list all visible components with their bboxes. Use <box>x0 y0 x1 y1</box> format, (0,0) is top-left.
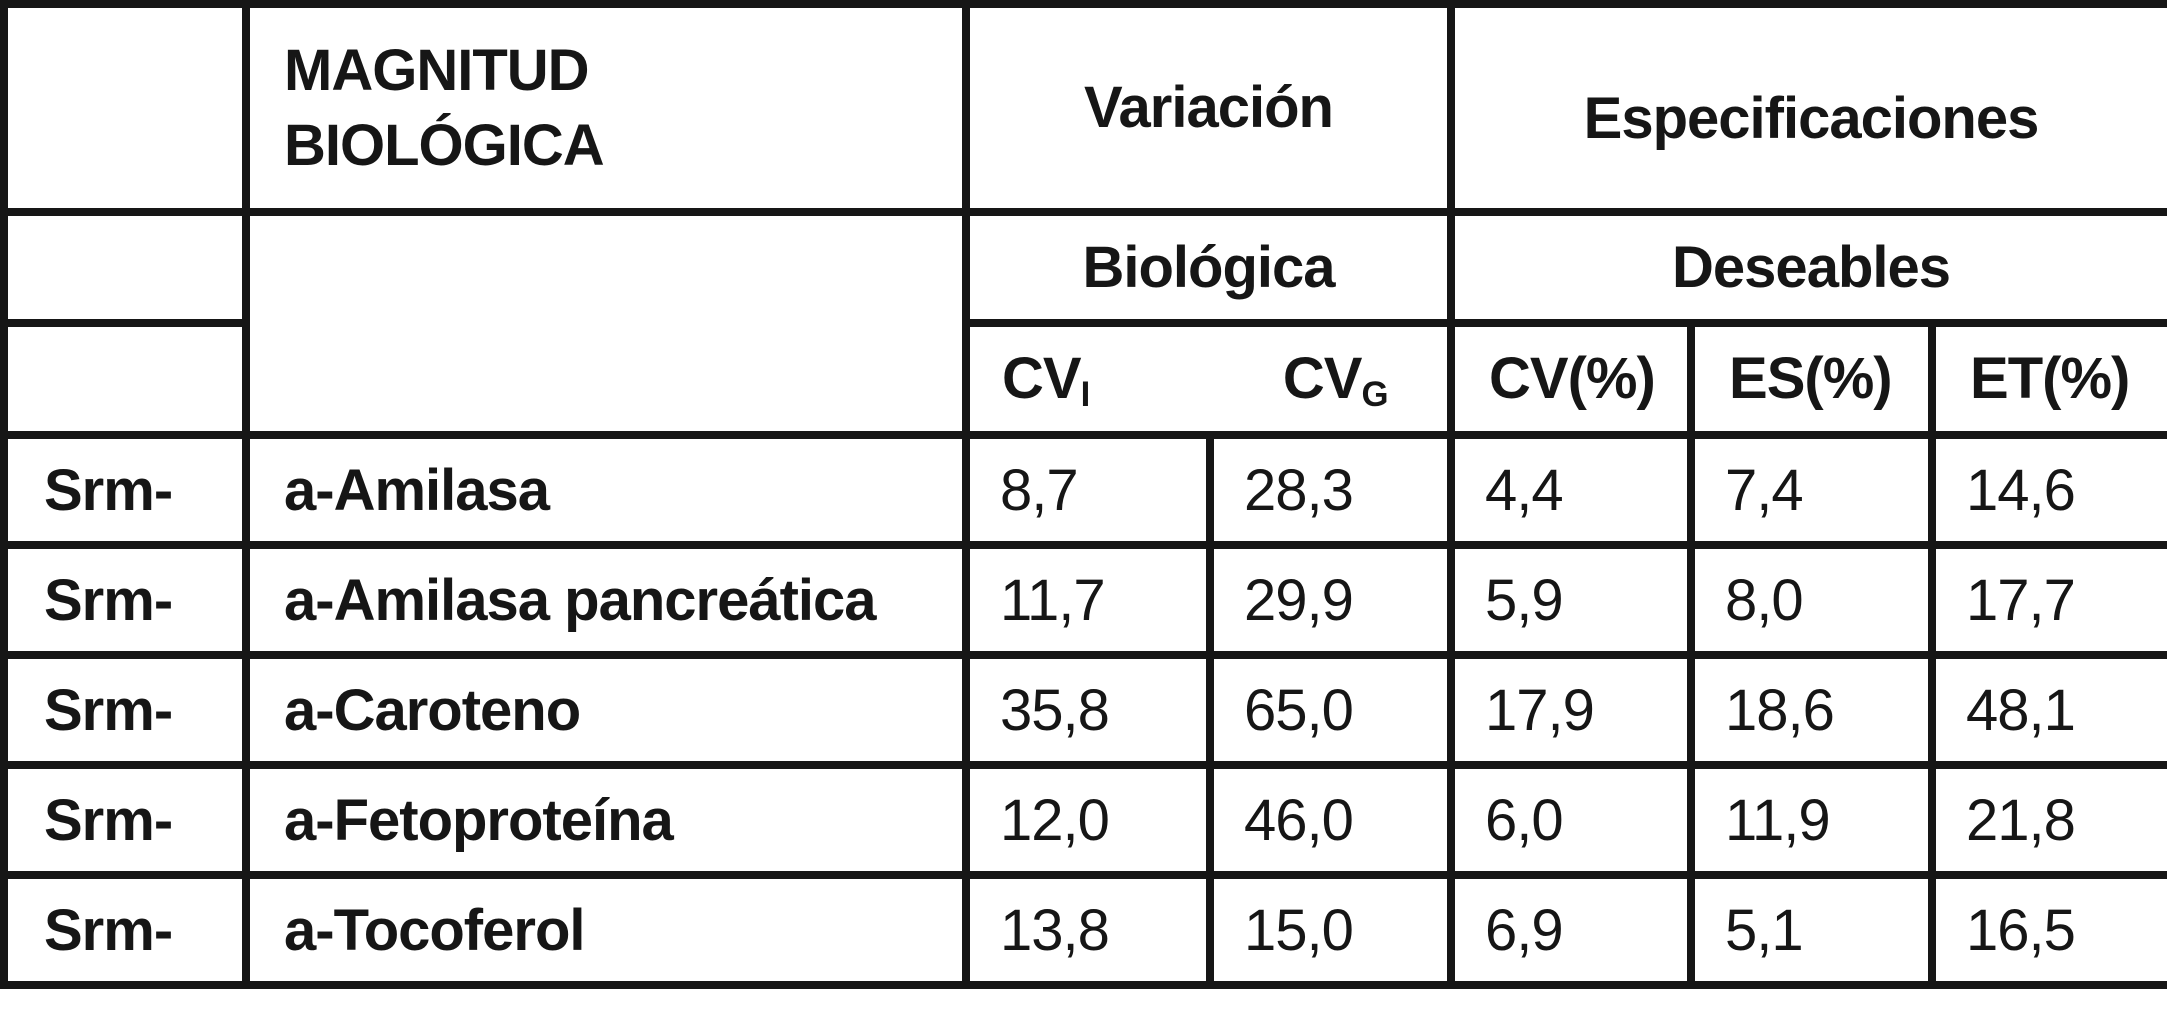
row-es-pct-value: 8,0 <box>1687 541 1937 659</box>
header-cv-subcolumns: CVI CVG <box>961 319 1456 439</box>
row-et-pct-value: 14,6 <box>1928 431 2167 549</box>
row-es-pct-value: 7,4 <box>1687 431 1937 549</box>
header-empty-row3-col1 <box>0 319 250 439</box>
row-cvi-value: 12,0 <box>962 761 1214 879</box>
magnitud-line-2: BIOLÓGICA <box>284 113 605 178</box>
header-especificaciones: Especificaciones <box>1447 0 2167 216</box>
row-cvg-value: 46,0 <box>1205 761 1456 879</box>
row-cvi-value: 8,7 <box>962 431 1214 549</box>
row-name: a-Tocoferol <box>242 871 970 989</box>
row-prefix: Srm- <box>0 431 250 549</box>
cv-i-subscript: I <box>1080 374 1091 414</box>
row-es-pct-value: 18,6 <box>1687 651 1937 769</box>
header-biologica: Biológica <box>961 208 1456 327</box>
header-empty-row2-col1 <box>0 208 250 327</box>
cv-subcolumns-wrap: CVI CVG <box>974 346 1443 414</box>
table-row-fetoproteina: Srm- a-Fetoproteína 12,0 46,0 6,0 11,9 2… <box>0 761 2167 879</box>
row-cvi-value: 11,7 <box>962 541 1214 659</box>
biological-variation-table: MAGNITUD BIOLÓGICA Variación Especificac… <box>0 0 2167 989</box>
row-cvg-value: 28,3 <box>1205 431 1456 549</box>
header-cv-pct: CV(%) <box>1447 319 1696 439</box>
row-cvg-value: 29,9 <box>1205 541 1456 659</box>
header-row-2: Biológica Deseables <box>0 208 2167 439</box>
row-name: a-Amilasa pancreática <box>242 541 970 659</box>
row-cv-pct-value: 17,9 <box>1447 651 1696 769</box>
header-magnitud-biologica: MAGNITUD BIOLÓGICA <box>242 0 970 216</box>
header-deseables: Deseables <box>1447 208 2167 327</box>
row-et-pct-value: 16,5 <box>1928 871 2167 989</box>
header-empty-magnitud-body <box>242 208 970 439</box>
row-et-pct-value: 17,7 <box>1928 541 2167 659</box>
header-cv-i: CVI <box>1002 346 1091 414</box>
row-et-pct-value: 48,1 <box>1928 651 2167 769</box>
header-row-1: MAGNITUD BIOLÓGICA Variación Especificac… <box>0 0 2167 216</box>
header-cv-g: CVG <box>1282 346 1389 414</box>
row-cvg-value: 65,0 <box>1205 651 1456 769</box>
row-name: a-Fetoproteína <box>242 761 970 879</box>
row-cv-pct-value: 6,0 <box>1447 761 1696 879</box>
header-et-pct: ET(%) <box>1928 319 2167 439</box>
cv-g-subscript: G <box>1361 374 1389 414</box>
table-row-amilasa-pancreatica: Srm- a-Amilasa pancreática 11,7 29,9 5,9… <box>0 541 2167 659</box>
row-name: a-Caroteno <box>242 651 970 769</box>
header-es-pct: ES(%) <box>1687 319 1937 439</box>
table-row-tocoferol: Srm- a-Tocoferol 13,8 15,0 6,9 5,1 16,5 <box>0 871 2167 989</box>
row-cv-pct-value: 6,9 <box>1447 871 1696 989</box>
header-variacion: Variación <box>961 0 1456 216</box>
row-cvi-value: 35,8 <box>962 651 1214 769</box>
table-row-amilasa: Srm- a-Amilasa 8,7 28,3 4,4 7,4 14,6 <box>0 431 2167 549</box>
table-row-caroteno: Srm- a-Caroteno 35,8 65,0 17,9 18,6 48,1 <box>0 651 2167 769</box>
row-prefix: Srm- <box>0 541 250 659</box>
row-cv-pct-value: 4,4 <box>1447 431 1696 549</box>
row-es-pct-value: 5,1 <box>1687 871 1937 989</box>
row-prefix: Srm- <box>0 761 250 879</box>
row-cv-pct-value: 5,9 <box>1447 541 1696 659</box>
header-corner-cell <box>0 0 250 216</box>
row-prefix: Srm- <box>0 651 250 769</box>
magnitud-line-1: MAGNITUD <box>284 37 590 103</box>
row-es-pct-value: 11,9 <box>1687 761 1937 879</box>
row-cvi-value: 13,8 <box>962 871 1214 989</box>
row-name: a-Amilasa <box>242 431 970 549</box>
row-et-pct-value: 21,8 <box>1928 761 2167 879</box>
row-prefix: Srm- <box>0 871 250 989</box>
header-row-3: CVI CVG CV(%) ES(%) ET(%) <box>0 319 2167 439</box>
row-cvg-value: 15,0 <box>1205 871 1456 989</box>
